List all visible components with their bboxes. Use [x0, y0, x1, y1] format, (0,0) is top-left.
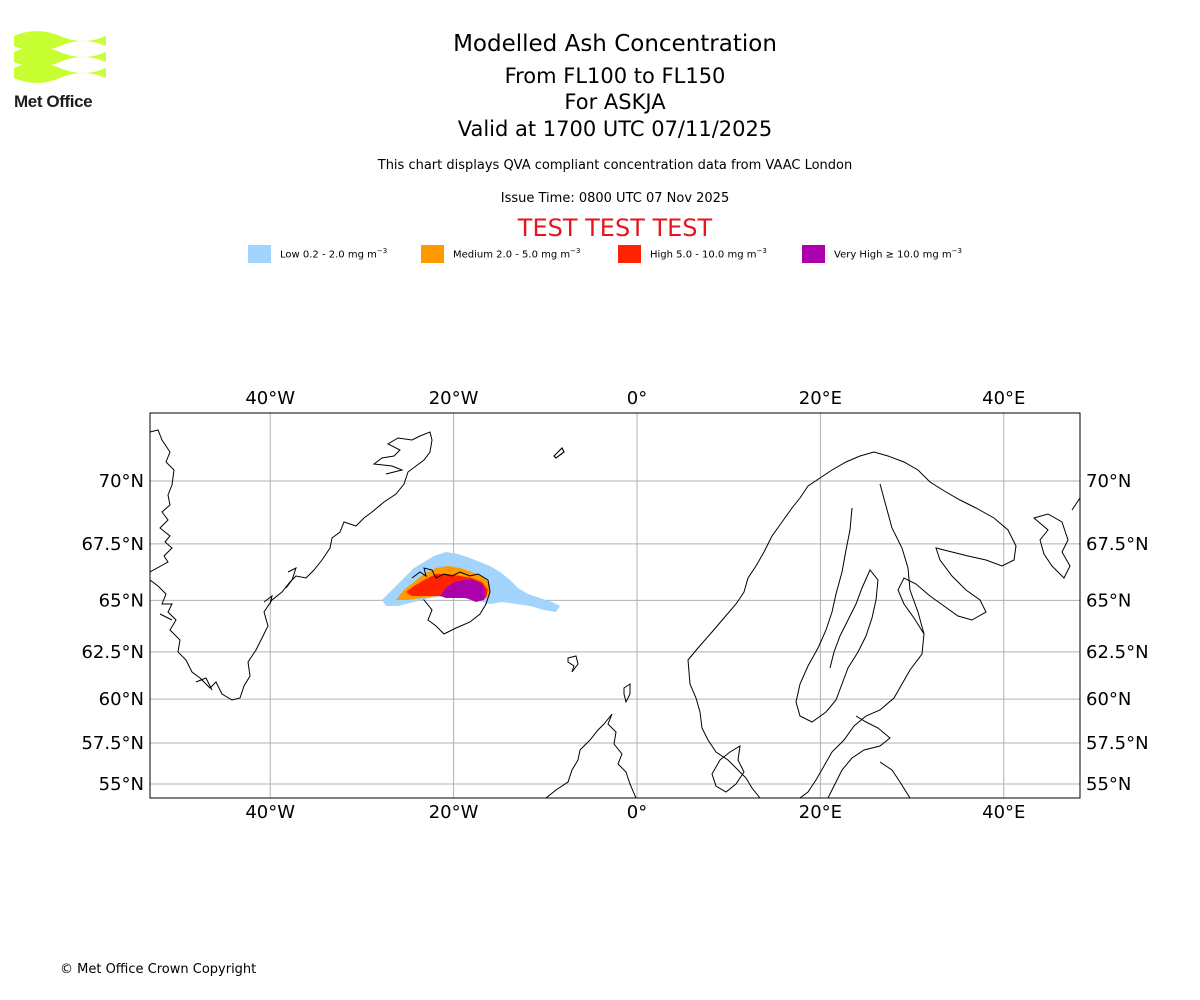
longitude-tick-label: 0°: [627, 802, 647, 823]
ash-layer-very-high: [440, 580, 486, 602]
latitude-tick-label: 67.5°N: [81, 534, 144, 555]
shetland-coastline: [623, 683, 631, 704]
copyright-notice: © Met Office Crown Copyright: [60, 962, 257, 977]
baltic-states-coastline: [827, 715, 911, 798]
longitude-tick-label: 40°E: [982, 388, 1025, 409]
longitude-tick-label: 40°W: [245, 802, 295, 823]
britain-coastline: [545, 713, 637, 798]
legend-item-high: High 5.0 - 10.0 mg m−3: [618, 244, 767, 264]
legend-swatch-medium: [421, 245, 444, 263]
legend-unit-exponent: −3: [570, 247, 581, 256]
longitude-tick-label: 20°E: [799, 388, 842, 409]
flight-level-range: From FL100 to FL150: [504, 64, 726, 88]
longitude-tick-label: 20°W: [429, 802, 479, 823]
legend-unit-exponent: −3: [951, 247, 962, 256]
legend-unit-exponent: −3: [376, 247, 388, 256]
legend-item-very-high: Very High ≥ 10.0 mg m−3: [802, 244, 962, 264]
chart-description: This chart displays QVA compliant concen…: [377, 158, 853, 173]
legend-label-low: Low 0.2 - 2.0 mg m: [280, 249, 377, 261]
latitude-labels-right: 70°N 67.5°N 65°N 62.5°N 60°N 57.5°N 55°N: [1086, 471, 1149, 795]
latitude-tick-label: 55°N: [1086, 774, 1131, 795]
iceland-coastline-overlay: [411, 567, 491, 605]
longitude-labels-bottom: 40°W 20°W 0° 20°E 40°E: [245, 802, 1025, 823]
scandinavia-coastline: [687, 451, 1017, 798]
legend-unit-exponent: −3: [756, 247, 767, 256]
greenland-coastline: [150, 429, 433, 701]
latitude-labels-left: 70°N 67.5°N 65°N 62.5°N 60°N 57.5°N 55°N: [81, 471, 144, 795]
latitude-tick-label: 55°N: [99, 774, 144, 795]
legend-label-high: High 5.0 - 10.0 mg m: [650, 249, 757, 261]
issue-time: Issue Time: 0800 UTC 07 Nov 2025: [500, 191, 730, 206]
longitude-tick-label: 40°W: [245, 388, 295, 409]
latitude-tick-label: 65°N: [99, 590, 144, 611]
latitude-tick-label: 60°N: [99, 689, 144, 710]
faroe-islands-coastline: [567, 655, 579, 673]
baltic-coastline: [795, 507, 879, 723]
finland-east-border: [879, 483, 925, 635]
latitude-tick-label: 67.5°N: [1086, 534, 1149, 555]
greenland-fjord: [159, 567, 297, 691]
latitude-tick-label: 60°N: [1086, 689, 1131, 710]
map-frame: [149, 412, 1081, 799]
latitude-tick-label: 65°N: [1086, 590, 1131, 611]
latitude-tick-label: 70°N: [99, 471, 144, 492]
latitude-tick-label: 57.5°N: [1086, 733, 1149, 754]
legend-label-medium: Medium 2.0 - 5.0 mg m: [453, 249, 571, 261]
chart-title: Modelled Ash Concentration: [453, 31, 777, 57]
met-office-logo-icon: [14, 31, 106, 83]
legend-swatch-low: [248, 245, 271, 263]
latitude-tick-label: 57.5°N: [81, 733, 144, 754]
longitude-tick-label: 20°E: [799, 802, 842, 823]
legend-swatch-very-high: [802, 245, 825, 263]
map-land-and-ash: [150, 429, 1080, 798]
valid-time: Valid at 1700 UTC 07/11/2025: [457, 117, 773, 141]
latitude-tick-label: 70°N: [1086, 471, 1131, 492]
map-gridlines: [150, 413, 1080, 798]
volcano-name: For ASKJA: [564, 90, 666, 114]
legend-label-very-high: Very High ≥ 10.0 mg m: [834, 249, 952, 261]
latitude-tick-label: 62.5°N: [1086, 642, 1149, 663]
kola-peninsula-coastline: [1032, 497, 1080, 579]
jan-mayen-coastline: [553, 446, 565, 459]
latitude-tick-label: 62.5°N: [81, 642, 144, 663]
legend-item-medium: Medium 2.0 - 5.0 mg m−3: [421, 244, 580, 264]
test-banner: TEST TEST TEST: [517, 214, 713, 242]
denmark-coastline: [711, 745, 745, 793]
longitude-tick-label: 0°: [627, 388, 647, 409]
longitude-labels-top: 40°W 20°W 0° 20°E 40°E: [245, 388, 1025, 409]
legend-swatch-high: [618, 245, 641, 263]
legend-item-low: Low 0.2 - 2.0 mg m−3: [248, 244, 387, 264]
longitude-tick-label: 40°E: [982, 802, 1025, 823]
longitude-tick-label: 20°W: [429, 388, 479, 409]
logo-text: Met Office: [14, 92, 93, 111]
